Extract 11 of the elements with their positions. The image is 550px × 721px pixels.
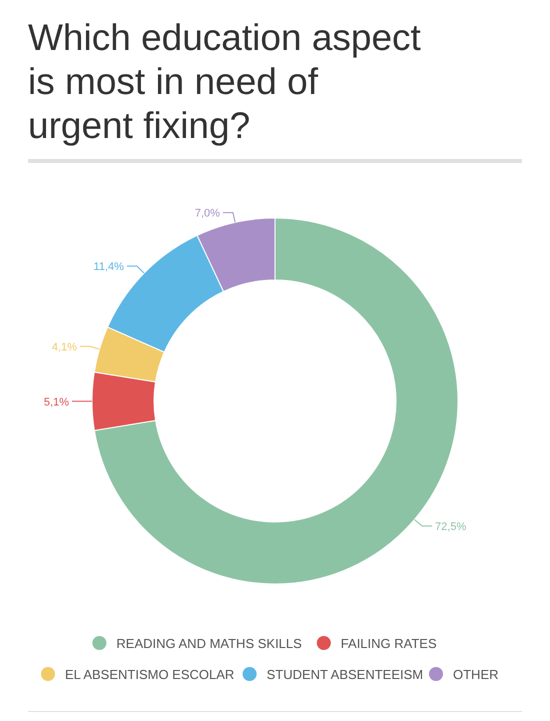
legend-label: OTHER	[453, 667, 498, 682]
legend-label: EL ABSENTISMO ESCOLAR	[65, 667, 234, 682]
legend-label: FAILING RATES	[340, 636, 437, 651]
legend-label: READING AND MATHS SKILLS	[116, 636, 302, 651]
legend-label: STUDENT ABSENTEEISM	[266, 667, 424, 682]
data-label: 4,1%	[52, 341, 78, 354]
data-label: 5,1%	[44, 396, 70, 408]
data-label: 7,0%	[194, 208, 220, 220]
data-label: 11,4%	[94, 261, 124, 274]
chart-title: Which education aspect is most in need of urgent fixing?	[28, 17, 422, 146]
data-label: 72,5%	[435, 521, 466, 534]
